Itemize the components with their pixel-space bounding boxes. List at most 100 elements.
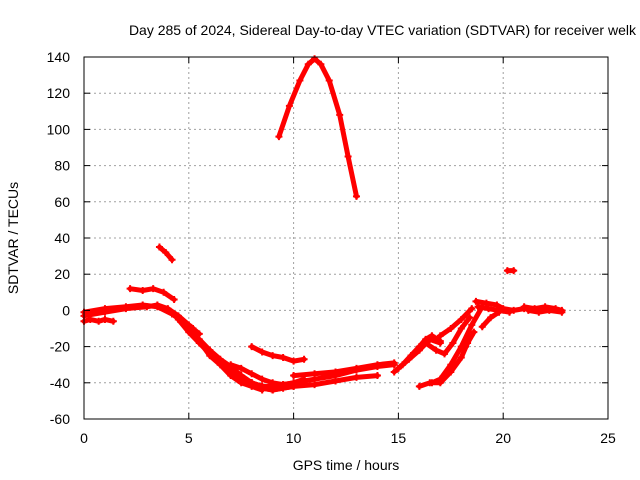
data-point	[436, 339, 444, 347]
data-point	[279, 353, 287, 361]
data-point	[485, 305, 493, 313]
x-axis-label: GPS time / hours	[293, 457, 400, 473]
series-arc-c	[127, 286, 177, 302]
data-point	[503, 267, 511, 275]
data-point	[304, 60, 312, 68]
data-point	[535, 308, 543, 316]
series-arc-u	[437, 306, 475, 339]
data-point	[332, 372, 340, 380]
data-point	[275, 133, 283, 141]
data-point	[237, 372, 245, 380]
data-point	[482, 299, 490, 307]
data-point	[248, 343, 256, 351]
y-tick-label: -40	[50, 375, 70, 391]
data-point	[101, 305, 109, 313]
data-point	[461, 343, 469, 351]
data-point	[206, 346, 214, 354]
data-point	[426, 335, 434, 343]
x-tick-label: 20	[495, 430, 511, 446]
x-tick-label: 5	[185, 430, 193, 446]
data-point	[415, 346, 423, 354]
data-point	[495, 308, 503, 316]
data-point	[373, 372, 381, 380]
data-point	[168, 310, 176, 318]
y-tick-label: 120	[47, 85, 71, 101]
series-layer	[80, 55, 566, 394]
data-point	[447, 325, 455, 332]
data-point	[436, 375, 444, 383]
series-arc-ab	[525, 307, 565, 315]
data-point	[162, 248, 170, 256]
data-point	[505, 308, 513, 316]
data-point	[436, 332, 444, 340]
data-point	[422, 339, 430, 347]
data-point	[352, 192, 360, 200]
data-point	[139, 301, 147, 309]
data-point	[524, 306, 532, 314]
data-point	[149, 285, 157, 293]
data-point	[237, 364, 245, 372]
data-point	[325, 77, 333, 85]
y-tick-label: -60	[50, 411, 70, 427]
data-point	[447, 361, 455, 369]
data-point	[415, 382, 423, 390]
data-point	[470, 328, 478, 336]
data-point	[290, 357, 298, 365]
data-point	[258, 375, 266, 383]
data-point	[373, 363, 381, 371]
x-tick-label: 0	[80, 430, 88, 446]
y-axis-label: SDTVAR / TECUs	[5, 182, 21, 294]
data-point	[457, 353, 465, 361]
series-arc-x	[463, 329, 477, 350]
series-arc-w	[475, 304, 512, 315]
data-point	[153, 303, 161, 311]
data-point	[269, 386, 277, 394]
data-point	[227, 361, 235, 369]
data-point	[520, 303, 528, 311]
y-tick-label: 0	[62, 302, 70, 318]
data-point	[300, 355, 308, 363]
data-point	[449, 339, 457, 347]
data-point	[317, 60, 325, 68]
data-point	[344, 153, 352, 161]
data-point	[510, 306, 518, 314]
data-point	[493, 301, 501, 309]
data-point	[139, 286, 147, 294]
data-point	[311, 375, 319, 383]
data-point	[405, 355, 413, 363]
y-tick-label: 20	[54, 266, 70, 282]
tick-layer: 0 5 10 15 20 25 -60 -40 -20 0 20 40 60 80 100 120 140	[47, 49, 616, 446]
data-point	[336, 111, 344, 119]
data-point	[487, 314, 495, 322]
series-arc-peak	[276, 56, 359, 199]
data-point	[155, 243, 163, 251]
data-point	[126, 285, 134, 293]
y-tick-label: 80	[54, 158, 70, 174]
data-point	[258, 382, 266, 390]
data-point	[243, 379, 251, 387]
data-point	[101, 315, 109, 323]
data-point	[160, 288, 168, 296]
y-tick-label: 140	[47, 49, 71, 65]
data-point	[441, 350, 449, 358]
x-tick-label: 10	[286, 430, 302, 446]
data-point	[432, 346, 440, 354]
data-point	[352, 366, 360, 374]
y-tick-label: 100	[47, 121, 71, 137]
chart-title: Day 285 of 2024, Sidereal Day-to-day VTE…	[129, 22, 637, 38]
data-point	[311, 55, 319, 63]
data-point	[545, 306, 553, 314]
data-point	[95, 317, 103, 325]
grid-layer	[84, 57, 608, 419]
data-point	[170, 296, 178, 304]
data-point	[428, 379, 436, 387]
series-arc-l	[249, 344, 307, 364]
y-tick-label: 40	[54, 230, 70, 246]
data-point	[510, 267, 518, 275]
data-point	[248, 370, 256, 378]
data-point	[290, 382, 298, 390]
series-arc-t	[423, 315, 473, 357]
data-point	[466, 314, 474, 322]
data-point	[122, 303, 130, 311]
data-point	[474, 303, 482, 311]
